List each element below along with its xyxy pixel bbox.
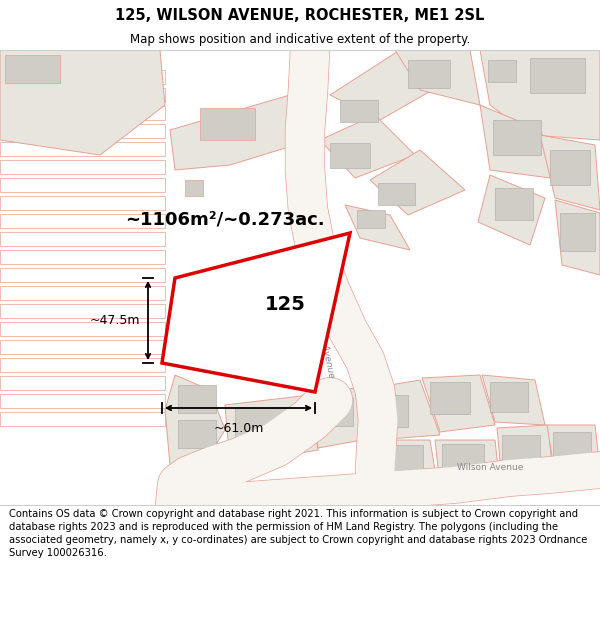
Polygon shape	[480, 50, 600, 140]
Polygon shape	[0, 412, 165, 426]
Polygon shape	[330, 50, 450, 120]
Polygon shape	[0, 286, 165, 300]
Text: 125, WILSON AVENUE, ROCHESTER, ME1 2SL: 125, WILSON AVENUE, ROCHESTER, ME1 2SL	[115, 8, 485, 22]
Text: Wilson Avenue: Wilson Avenue	[457, 464, 523, 472]
Polygon shape	[0, 340, 165, 354]
Polygon shape	[0, 106, 165, 120]
Polygon shape	[0, 268, 165, 282]
Polygon shape	[0, 394, 165, 408]
Polygon shape	[178, 385, 216, 413]
Polygon shape	[165, 375, 225, 470]
Polygon shape	[5, 55, 60, 83]
Text: ~1106m²/~0.273ac.: ~1106m²/~0.273ac.	[125, 211, 325, 229]
Text: Contains OS data © Crown copyright and database right 2021. This information is : Contains OS data © Crown copyright and d…	[9, 509, 587, 558]
Polygon shape	[547, 425, 600, 475]
Polygon shape	[493, 120, 541, 155]
Polygon shape	[312, 388, 362, 448]
Polygon shape	[185, 180, 203, 196]
Polygon shape	[0, 304, 165, 318]
Polygon shape	[0, 214, 165, 228]
Polygon shape	[340, 100, 378, 122]
Polygon shape	[553, 432, 591, 462]
Polygon shape	[555, 200, 600, 275]
Polygon shape	[225, 395, 318, 465]
Polygon shape	[320, 115, 415, 178]
Polygon shape	[442, 444, 484, 476]
Polygon shape	[550, 150, 590, 185]
Polygon shape	[490, 382, 528, 412]
Polygon shape	[0, 142, 165, 156]
Polygon shape	[422, 375, 495, 432]
Polygon shape	[0, 358, 165, 372]
Polygon shape	[170, 95, 295, 170]
Polygon shape	[395, 50, 480, 105]
Polygon shape	[435, 440, 500, 486]
Polygon shape	[235, 408, 290, 440]
Polygon shape	[370, 150, 465, 215]
Polygon shape	[200, 108, 255, 140]
Polygon shape	[0, 160, 165, 174]
Polygon shape	[408, 60, 450, 88]
Polygon shape	[560, 213, 595, 251]
Polygon shape	[530, 58, 585, 93]
Text: Map shows position and indicative extent of the property.: Map shows position and indicative extent…	[130, 32, 470, 46]
Text: ~47.5m: ~47.5m	[89, 314, 140, 327]
Polygon shape	[0, 376, 165, 390]
Polygon shape	[0, 232, 165, 246]
Polygon shape	[360, 380, 440, 440]
Polygon shape	[497, 425, 553, 482]
Text: 125: 125	[265, 296, 305, 314]
Polygon shape	[162, 233, 350, 392]
Polygon shape	[0, 322, 165, 336]
Polygon shape	[0, 88, 165, 102]
Polygon shape	[368, 395, 408, 427]
Polygon shape	[502, 435, 540, 467]
Polygon shape	[488, 60, 516, 82]
Polygon shape	[482, 375, 545, 425]
Polygon shape	[0, 70, 165, 84]
Text: Wilson Avenue: Wilson Avenue	[313, 311, 335, 379]
Polygon shape	[345, 205, 410, 250]
Polygon shape	[0, 196, 165, 210]
Polygon shape	[330, 143, 370, 168]
Polygon shape	[368, 445, 423, 477]
Polygon shape	[318, 398, 353, 426]
Polygon shape	[540, 135, 600, 210]
Polygon shape	[0, 178, 165, 192]
Polygon shape	[357, 210, 385, 228]
Polygon shape	[0, 124, 165, 138]
Polygon shape	[430, 382, 470, 414]
Polygon shape	[0, 50, 165, 155]
Text: ~61.0m: ~61.0m	[214, 422, 263, 435]
Polygon shape	[358, 440, 438, 488]
Polygon shape	[495, 188, 533, 220]
Polygon shape	[478, 175, 545, 245]
Polygon shape	[378, 183, 415, 205]
Polygon shape	[178, 420, 216, 448]
Polygon shape	[480, 105, 565, 180]
Polygon shape	[0, 250, 165, 264]
